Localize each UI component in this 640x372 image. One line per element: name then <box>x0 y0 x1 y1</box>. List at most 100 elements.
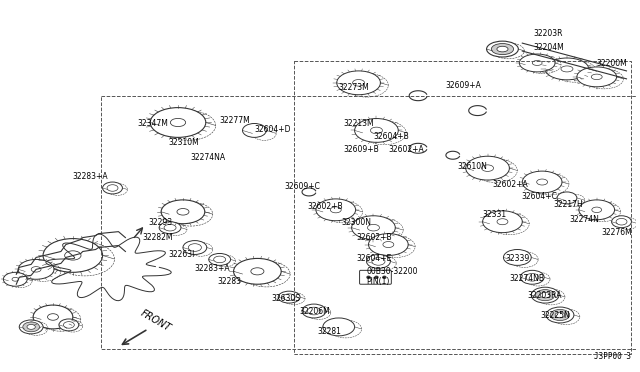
Text: 32283+A: 32283+A <box>195 264 230 273</box>
Text: 32263I: 32263I <box>168 250 195 259</box>
Ellipse shape <box>555 312 565 318</box>
Ellipse shape <box>19 259 54 279</box>
Ellipse shape <box>351 216 396 240</box>
Text: 32604+E: 32604+E <box>356 254 392 263</box>
Ellipse shape <box>307 307 321 315</box>
Ellipse shape <box>540 292 550 298</box>
Ellipse shape <box>214 256 226 263</box>
Ellipse shape <box>577 67 616 87</box>
Text: 32206M: 32206M <box>299 307 330 316</box>
Ellipse shape <box>466 156 509 180</box>
Text: 32274N: 32274N <box>569 215 599 224</box>
Ellipse shape <box>65 251 81 260</box>
Ellipse shape <box>107 185 118 191</box>
Ellipse shape <box>497 46 508 52</box>
Ellipse shape <box>383 241 394 247</box>
Text: 32277M: 32277M <box>220 116 250 125</box>
Ellipse shape <box>323 318 355 336</box>
Text: 32604+D: 32604+D <box>255 125 291 134</box>
Ellipse shape <box>209 253 230 265</box>
Text: 32283: 32283 <box>218 277 242 286</box>
Text: 32225N: 32225N <box>540 311 570 320</box>
Text: 32213M: 32213M <box>344 119 374 128</box>
Text: 32630S: 32630S <box>271 294 300 303</box>
Text: 32347M: 32347M <box>138 119 168 128</box>
Ellipse shape <box>302 304 326 318</box>
Ellipse shape <box>545 58 589 80</box>
Text: 32310M: 32310M <box>168 138 199 147</box>
Ellipse shape <box>367 224 380 231</box>
Ellipse shape <box>33 305 73 329</box>
Ellipse shape <box>337 71 380 95</box>
Text: 32602+A: 32602+A <box>493 180 528 189</box>
Ellipse shape <box>383 276 386 278</box>
Text: 32274NA: 32274NA <box>190 153 225 162</box>
Ellipse shape <box>23 322 40 332</box>
Ellipse shape <box>19 320 43 334</box>
Ellipse shape <box>525 273 539 281</box>
Ellipse shape <box>47 314 58 320</box>
Text: 32602+B: 32602+B <box>356 232 392 242</box>
Text: 32300N: 32300N <box>342 218 372 227</box>
Ellipse shape <box>557 192 577 204</box>
Ellipse shape <box>375 276 378 278</box>
Text: 32609+C: 32609+C <box>284 182 320 191</box>
Text: 32283+A: 32283+A <box>73 172 108 181</box>
Text: 32293: 32293 <box>148 218 172 227</box>
Ellipse shape <box>486 41 518 57</box>
Ellipse shape <box>234 259 281 284</box>
Text: 32273M: 32273M <box>339 83 369 92</box>
Text: 32282M: 32282M <box>142 232 173 242</box>
Ellipse shape <box>579 200 614 220</box>
Ellipse shape <box>177 209 189 215</box>
Ellipse shape <box>164 224 176 231</box>
Ellipse shape <box>612 216 632 228</box>
Ellipse shape <box>183 241 207 254</box>
Ellipse shape <box>369 234 408 256</box>
Bar <box>294 61 632 354</box>
Ellipse shape <box>355 119 398 142</box>
Text: 32604+B: 32604+B <box>374 132 409 141</box>
Ellipse shape <box>481 165 493 171</box>
Ellipse shape <box>161 200 205 224</box>
Text: 32203RA: 32203RA <box>527 291 562 300</box>
Ellipse shape <box>367 254 390 268</box>
Ellipse shape <box>504 250 531 265</box>
FancyBboxPatch shape <box>360 270 391 284</box>
Text: 32610N: 32610N <box>458 162 488 171</box>
Ellipse shape <box>170 118 186 126</box>
Ellipse shape <box>43 238 102 272</box>
Ellipse shape <box>519 54 555 72</box>
Ellipse shape <box>353 80 365 86</box>
Text: 32217H: 32217H <box>553 200 583 209</box>
Ellipse shape <box>316 199 356 221</box>
Text: 32609+B: 32609+B <box>344 145 380 154</box>
Text: 32200M: 32200M <box>596 59 627 68</box>
Ellipse shape <box>251 268 264 275</box>
Ellipse shape <box>522 171 562 193</box>
Ellipse shape <box>532 61 542 65</box>
Ellipse shape <box>520 270 544 284</box>
Ellipse shape <box>63 322 74 328</box>
Ellipse shape <box>31 267 41 272</box>
Ellipse shape <box>483 211 522 232</box>
Ellipse shape <box>12 278 19 281</box>
Ellipse shape <box>278 291 300 303</box>
Ellipse shape <box>367 276 370 278</box>
Text: 00B30-32200: 00B30-32200 <box>367 267 418 276</box>
Ellipse shape <box>243 124 266 137</box>
Ellipse shape <box>102 182 122 194</box>
Text: 32274NB: 32274NB <box>509 274 545 283</box>
Ellipse shape <box>616 218 627 225</box>
Ellipse shape <box>536 289 555 301</box>
Text: 32204M: 32204M <box>533 43 564 52</box>
Ellipse shape <box>27 324 35 329</box>
Text: 32602+B: 32602+B <box>307 202 342 211</box>
Ellipse shape <box>546 307 574 323</box>
Ellipse shape <box>330 207 341 213</box>
Ellipse shape <box>592 207 602 212</box>
Text: PIN(1): PIN(1) <box>367 277 390 286</box>
Text: 32331: 32331 <box>483 210 507 219</box>
Bar <box>100 96 636 349</box>
Ellipse shape <box>497 219 508 225</box>
